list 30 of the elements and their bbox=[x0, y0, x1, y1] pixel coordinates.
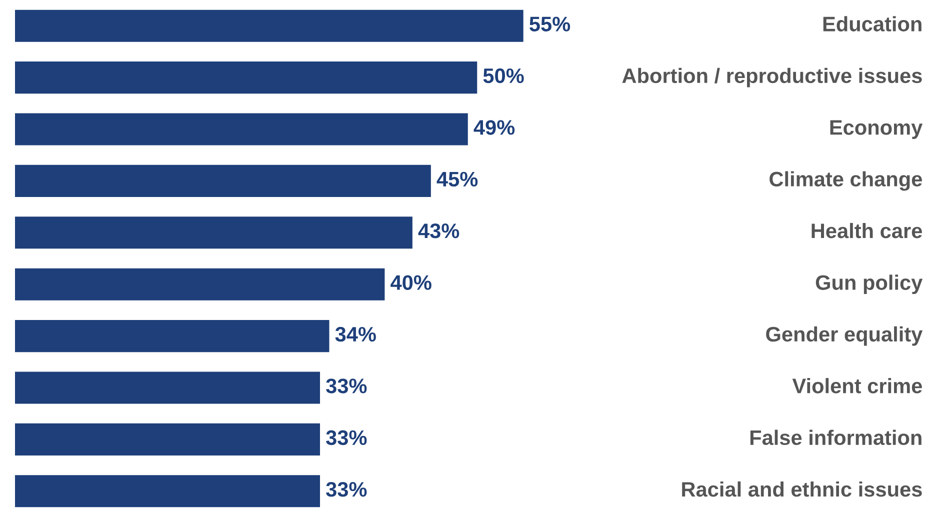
y-tick-label: False information bbox=[750, 430, 922, 446]
y-tick-label: Gun policy bbox=[816, 274, 923, 294]
y-tick-label: Racial and ethnic issues bbox=[682, 481, 922, 497]
bar bbox=[15, 10, 524, 42]
data-label: 34% bbox=[335, 326, 376, 342]
y-tick-label: Climate change bbox=[770, 171, 922, 191]
data-label: 55% bbox=[530, 16, 570, 32]
bar bbox=[15, 62, 478, 94]
y-tick-label: Abortion / reproductive issues bbox=[622, 68, 922, 88]
data-label: 50% bbox=[483, 68, 524, 84]
bar bbox=[15, 475, 320, 508]
bar bbox=[15, 372, 320, 404]
data-label: 45% bbox=[436, 172, 478, 187]
data-label: 40% bbox=[390, 275, 432, 290]
data-label: 33% bbox=[326, 482, 367, 497]
y-tick-label: Violent crime bbox=[792, 378, 922, 394]
bar bbox=[15, 423, 320, 456]
y-tick-label: Gender equality bbox=[766, 326, 923, 346]
bar bbox=[15, 113, 468, 146]
y-tick-label: Education bbox=[823, 16, 922, 32]
bar bbox=[15, 320, 330, 352]
bar bbox=[15, 216, 412, 249]
data-label: 43% bbox=[418, 223, 460, 238]
bar bbox=[15, 268, 385, 300]
data-label: 33% bbox=[326, 378, 367, 394]
y-tick-label: Economy bbox=[830, 120, 923, 139]
bar bbox=[15, 164, 431, 197]
data-label: 33% bbox=[326, 430, 367, 446]
data-label: 49% bbox=[474, 120, 515, 135]
y-tick-label: Health care bbox=[812, 222, 922, 238]
